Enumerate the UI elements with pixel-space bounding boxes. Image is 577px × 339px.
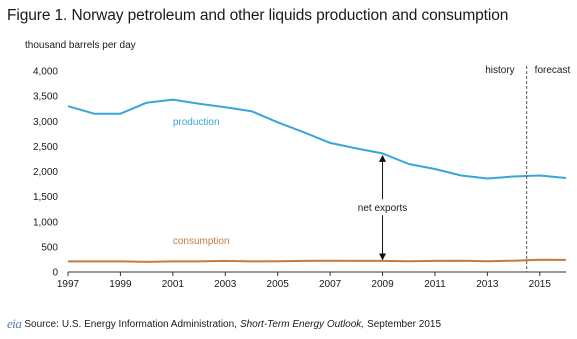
y-tick-label: 3,500: [33, 92, 58, 103]
source-line: eia Source: U.S. Energy Information Admi…: [7, 316, 444, 332]
y-tick-label: 3,000: [33, 117, 58, 128]
source-date: September 2015: [367, 318, 442, 330]
chart-title: Figure 1. Norway petroleum and other liq…: [7, 7, 509, 24]
net-exports-arrowhead-down: [379, 253, 387, 261]
x-tick-label: 2011: [424, 279, 446, 290]
y-tick-label: 2,500: [33, 142, 58, 153]
source-publication: Short-Term Energy Outlook,: [239, 318, 365, 330]
source-agency: U.S. Energy Information Administration,: [61, 318, 237, 330]
x-tick-label: 2015: [529, 279, 552, 290]
x-tick-label: 1997: [57, 279, 80, 290]
source-prefix: Source:: [24, 318, 59, 330]
forecast-label: forecast: [535, 65, 571, 76]
x-tick-label: 2013: [476, 279, 499, 290]
history-label: history: [485, 65, 514, 76]
eia-logo: eia: [7, 316, 22, 331]
consumption-label: consumption: [173, 236, 230, 247]
y-axis-unit: thousand barrels per day: [25, 40, 136, 51]
y-tick-label: 1,500: [33, 192, 58, 203]
net-exports-arrowhead-up: [379, 154, 387, 162]
x-tick-label: 2009: [371, 279, 394, 290]
y-tick-label: 500: [41, 242, 58, 253]
production-line: [67, 98, 567, 180]
x-tick-label: 2007: [319, 279, 342, 290]
production-label: production: [173, 117, 220, 128]
y-tick-label: 2,000: [33, 167, 58, 178]
x-tick-label: 2005: [267, 279, 290, 290]
y-tick-label: 4,000: [33, 67, 58, 78]
y-tick-label: 0: [52, 268, 58, 279]
y-tick-label: 1,000: [33, 217, 58, 228]
x-tick-label: 2003: [214, 279, 237, 290]
x-tick-label: 1999: [109, 279, 132, 290]
x-tick-label: 2001: [162, 279, 185, 290]
net-exports-label: net exports: [358, 203, 407, 214]
consumption-line: [68, 258, 567, 263]
